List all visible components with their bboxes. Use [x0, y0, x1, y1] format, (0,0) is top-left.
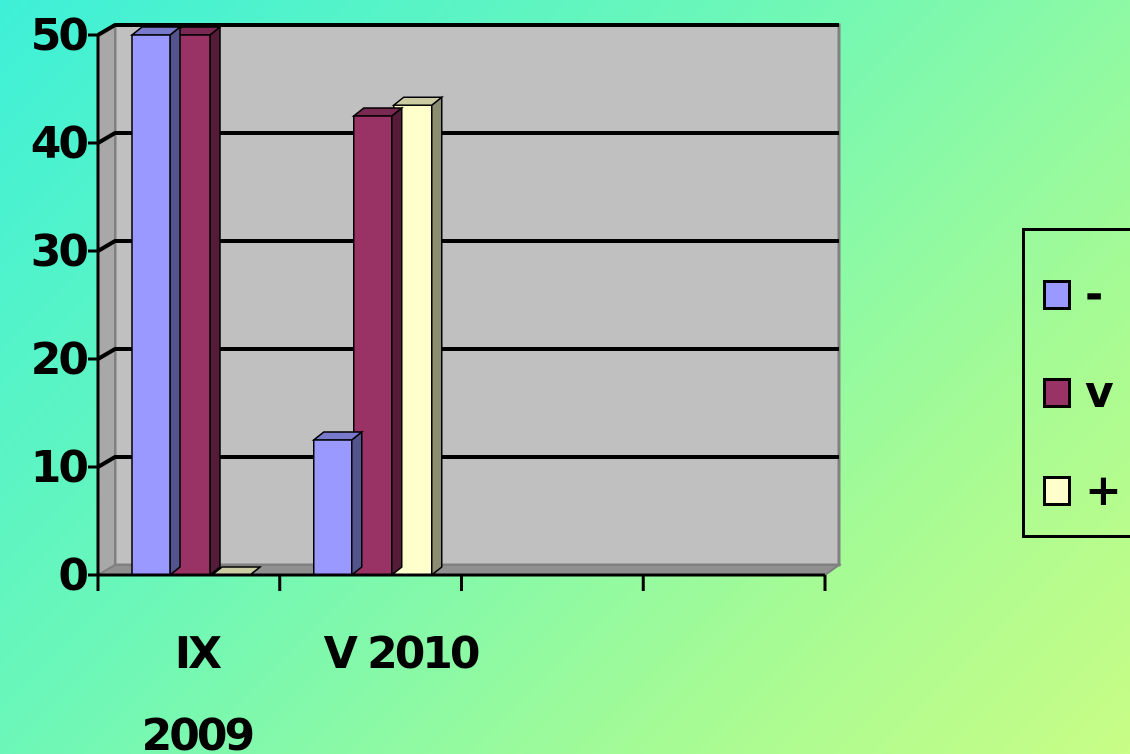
y-tick-label: 40 [31, 118, 88, 169]
gridline [96, 239, 839, 253]
legend-label: + [1085, 465, 1122, 516]
bar [131, 34, 171, 576]
bars [129, 25, 444, 577]
legend: - v + [1022, 228, 1130, 538]
x-tick-label: IX [175, 628, 222, 679]
plot-area [94, 23, 843, 577]
legend-label: v [1085, 367, 1114, 418]
legend-swatch [1043, 476, 1071, 506]
legend-item: - [1043, 269, 1104, 320]
legend-swatch [1043, 280, 1071, 310]
y-axis-ticks: 0 10 20 30 40 50 [31, 10, 98, 601]
gridline [96, 23, 839, 37]
bar-side [351, 430, 363, 577]
gridline [96, 455, 839, 469]
bar-side [209, 25, 221, 577]
bar-side [431, 95, 443, 577]
gridlines [96, 23, 839, 469]
legend-swatch [1043, 378, 1071, 408]
x-tick-label: V 2010 [324, 628, 479, 679]
side-wall [97, 23, 116, 577]
y-tick-label: 0 [58, 550, 87, 601]
y-tick-label: 30 [31, 226, 88, 277]
legend-label: - [1085, 269, 1104, 320]
legend-item: v [1043, 367, 1114, 418]
y-tick-label: 20 [31, 334, 88, 385]
gridline [96, 347, 839, 361]
gridline [96, 131, 839, 145]
legend-item: + [1043, 465, 1122, 516]
x-tick-label: 2009 [142, 710, 253, 754]
y-tick-label: 50 [31, 10, 88, 61]
back-wall [113, 23, 841, 567]
bar-side [391, 106, 403, 577]
x-axis-ticks: IX 2009 V 2010 [96, 575, 827, 754]
bar [313, 439, 353, 576]
y-tick-label: 10 [31, 442, 88, 493]
bar-side [169, 25, 181, 577]
